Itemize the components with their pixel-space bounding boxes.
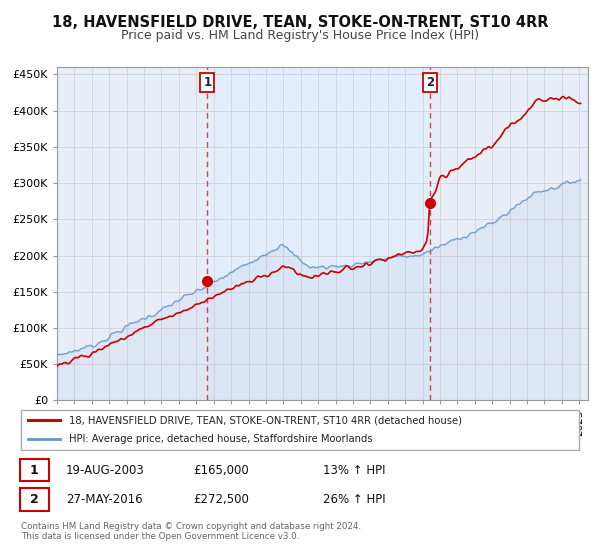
FancyBboxPatch shape bbox=[20, 459, 49, 481]
Text: 19-AUG-2003: 19-AUG-2003 bbox=[66, 464, 145, 477]
Text: HPI: Average price, detached house, Staffordshire Moorlands: HPI: Average price, detached house, Staf… bbox=[69, 435, 373, 445]
Text: 18, HAVENSFIELD DRIVE, TEAN, STOKE-ON-TRENT, ST10 4RR: 18, HAVENSFIELD DRIVE, TEAN, STOKE-ON-TR… bbox=[52, 15, 548, 30]
Bar bbox=[208, 67, 430, 400]
Text: Price paid vs. HM Land Registry's House Price Index (HPI): Price paid vs. HM Land Registry's House … bbox=[121, 29, 479, 43]
Text: 2: 2 bbox=[30, 493, 39, 506]
Text: £272,500: £272,500 bbox=[193, 493, 249, 506]
FancyBboxPatch shape bbox=[21, 410, 579, 450]
Text: 2: 2 bbox=[425, 76, 434, 88]
Text: 1: 1 bbox=[203, 76, 211, 88]
Text: Contains HM Land Registry data © Crown copyright and database right 2024.
This d: Contains HM Land Registry data © Crown c… bbox=[21, 522, 361, 542]
Text: 27-MAY-2016: 27-MAY-2016 bbox=[66, 493, 143, 506]
Text: 1: 1 bbox=[30, 464, 39, 477]
Text: 26% ↑ HPI: 26% ↑ HPI bbox=[323, 493, 385, 506]
Text: £165,000: £165,000 bbox=[193, 464, 248, 477]
Text: 18, HAVENSFIELD DRIVE, TEAN, STOKE-ON-TRENT, ST10 4RR (detached house): 18, HAVENSFIELD DRIVE, TEAN, STOKE-ON-TR… bbox=[69, 415, 462, 425]
Text: 13% ↑ HPI: 13% ↑ HPI bbox=[323, 464, 385, 477]
FancyBboxPatch shape bbox=[20, 488, 49, 511]
